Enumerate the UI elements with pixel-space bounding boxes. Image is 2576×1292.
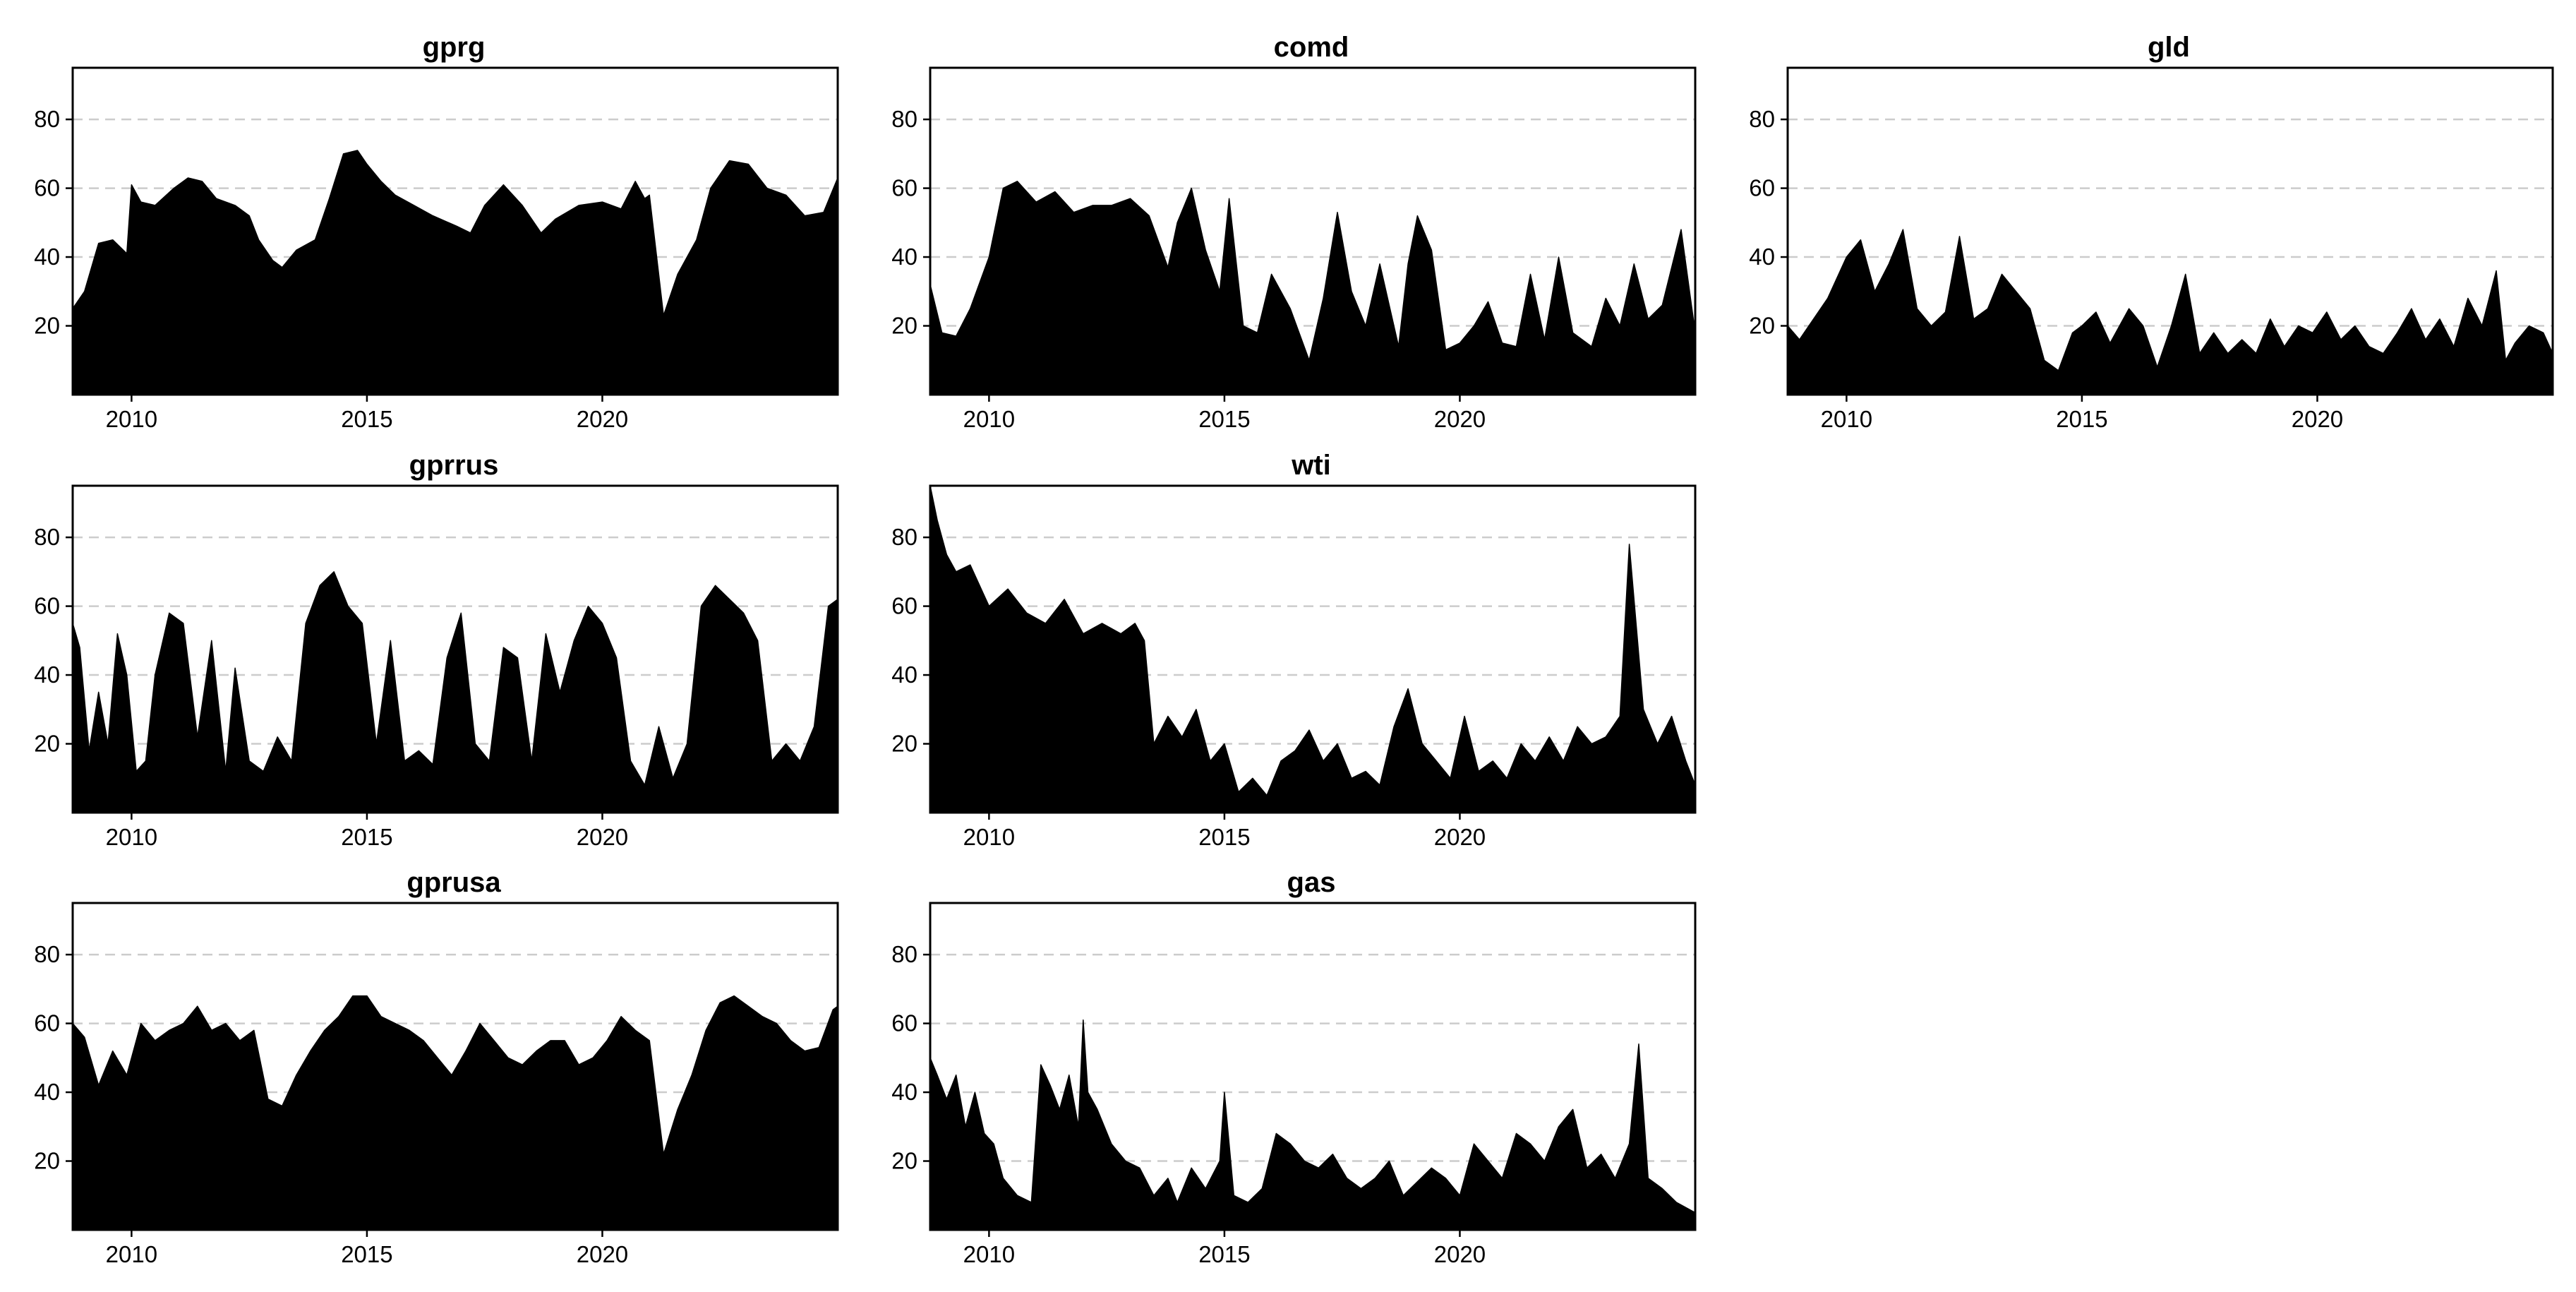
plot-frame bbox=[929, 66, 1697, 396]
plot-frame bbox=[1786, 66, 2554, 396]
y-tick-label: 20 bbox=[891, 1148, 917, 1174]
panel-gld: gld 20 40 60 80 2010 2015 2020 bbox=[1749, 32, 2554, 432]
y-tick-label: 20 bbox=[34, 731, 60, 757]
y-tick-label: 60 bbox=[34, 593, 60, 619]
y-tick-label: 80 bbox=[34, 524, 60, 550]
panel-title: gas bbox=[1287, 867, 1336, 898]
y-tick-label: 80 bbox=[891, 524, 917, 550]
panel-title: gprrus bbox=[409, 450, 499, 481]
panel-wti: wti 20 40 60 80 2010 2015 2020 bbox=[891, 450, 1697, 850]
x-tick-label: 2015 bbox=[1198, 1241, 1250, 1267]
x-tick-label: 2020 bbox=[577, 1241, 628, 1267]
x-tick-label: 2015 bbox=[1198, 824, 1250, 850]
x-tick-label: 2015 bbox=[341, 1241, 392, 1267]
y-tick-label: 20 bbox=[34, 1148, 60, 1174]
panel-gprg: gprg 20 40 60 80 2010 2015 2020 bbox=[34, 32, 839, 432]
series-area bbox=[72, 571, 838, 813]
panel-title: gld bbox=[2148, 32, 2190, 63]
x-tick-label: 2010 bbox=[106, 1241, 157, 1267]
y-tick-label: 20 bbox=[1749, 313, 1775, 339]
panel-title: gprg bbox=[423, 32, 486, 63]
plot-frame bbox=[71, 484, 839, 814]
y-tick-label: 60 bbox=[34, 175, 60, 201]
x-tick-label: 2010 bbox=[963, 824, 1015, 850]
y-tick-label: 80 bbox=[34, 106, 60, 132]
y-tick-label: 40 bbox=[891, 1079, 917, 1105]
x-tick-label: 2010 bbox=[963, 406, 1015, 432]
x-tick-label: 2020 bbox=[1434, 824, 1486, 850]
x-tick-label: 2020 bbox=[577, 824, 628, 850]
y-tick-label: 40 bbox=[34, 1079, 60, 1105]
x-tick-label: 2020 bbox=[1434, 406, 1486, 432]
series-area bbox=[929, 1019, 1696, 1231]
y-tick-label: 40 bbox=[1749, 244, 1775, 270]
x-tick-label: 2010 bbox=[963, 1241, 1015, 1267]
y-tick-label: 80 bbox=[34, 941, 60, 967]
y-tick-label: 80 bbox=[891, 941, 917, 967]
y-tick-label: 40 bbox=[34, 244, 60, 270]
x-tick-label: 2020 bbox=[577, 406, 628, 432]
plot-frame bbox=[71, 902, 839, 1231]
x-tick-label: 2015 bbox=[341, 406, 392, 432]
y-tick-label: 40 bbox=[891, 662, 917, 688]
series-area bbox=[929, 485, 1696, 813]
series-area bbox=[929, 181, 1696, 395]
x-tick-label: 2020 bbox=[1434, 1241, 1486, 1267]
y-tick-label: 60 bbox=[34, 1010, 60, 1036]
y-tick-label: 20 bbox=[891, 731, 917, 757]
plot-frame bbox=[929, 902, 1697, 1231]
panel-gprrus: gprrus 20 40 60 80 2010 2015 2020 bbox=[34, 450, 839, 850]
y-tick-label: 20 bbox=[891, 313, 917, 339]
plot-frame bbox=[929, 484, 1697, 814]
series-area bbox=[1787, 229, 2553, 395]
panel-title: wti bbox=[1291, 450, 1331, 481]
x-tick-label: 2020 bbox=[2292, 406, 2343, 432]
x-tick-label: 2015 bbox=[341, 824, 392, 850]
y-tick-label: 60 bbox=[891, 175, 917, 201]
panel-comd: comd 20 40 60 80 2010 2015 2020 bbox=[891, 32, 1697, 432]
y-tick-label: 60 bbox=[1749, 175, 1775, 201]
y-tick-label: 40 bbox=[34, 662, 60, 688]
series-area bbox=[72, 150, 838, 395]
x-tick-label: 2015 bbox=[1198, 406, 1250, 432]
panel-gprusa: gprusa 20 40 60 80 2010 2015 2020 bbox=[34, 867, 839, 1267]
y-tick-label: 60 bbox=[891, 593, 917, 619]
x-tick-label: 2010 bbox=[106, 406, 157, 432]
y-tick-label: 60 bbox=[891, 1010, 917, 1036]
y-tick-label: 80 bbox=[1749, 106, 1775, 132]
panel-title: comd bbox=[1274, 32, 1349, 63]
x-tick-label: 2015 bbox=[2056, 406, 2107, 432]
y-tick-label: 20 bbox=[34, 313, 60, 339]
y-tick-label: 40 bbox=[891, 244, 917, 270]
y-tick-label: 80 bbox=[891, 106, 917, 132]
x-tick-label: 2010 bbox=[106, 824, 157, 850]
panel-title: gprusa bbox=[407, 867, 501, 898]
series-area bbox=[72, 995, 838, 1231]
panel-gas: gas 20 40 60 80 2010 2015 2020 bbox=[891, 867, 1697, 1267]
plot-frame bbox=[71, 66, 839, 396]
x-tick-label: 2010 bbox=[1821, 406, 1872, 432]
